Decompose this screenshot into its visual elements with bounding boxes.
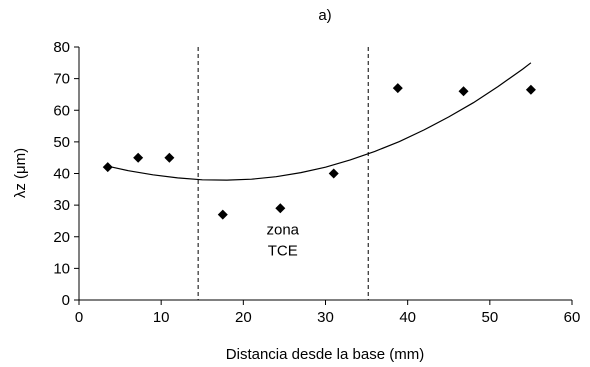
y-tick-label: 50 [53, 134, 70, 151]
zone-boundaries [197, 47, 369, 300]
y-tick-label: 60 [53, 102, 70, 119]
data-point [525, 84, 536, 95]
annotations: zona TCE [267, 222, 300, 260]
chart-title: a) [318, 7, 331, 24]
plot-area: 0 10 20 30 40 50 60 0 10 20 30 40 50 60 70 80 zona TCE [53, 39, 580, 326]
trendline [107, 62, 532, 181]
data-point [392, 83, 403, 94]
x-tick-label: 50 [481, 309, 498, 326]
x-tick-label: 60 [564, 309, 581, 326]
data-point [102, 162, 113, 173]
y-tick-label: 70 [53, 71, 70, 88]
data-point [328, 168, 339, 179]
data-point [458, 86, 469, 97]
x-tick-label: 30 [317, 309, 334, 326]
y-axis-label: λz (μm) [12, 148, 29, 198]
data-point [217, 209, 228, 220]
trendline-path [107, 62, 532, 181]
y-tick-label: 20 [53, 229, 70, 246]
x-tick-label: 40 [399, 309, 416, 326]
x-tick-label: 0 [75, 309, 83, 326]
x-axis: 0 10 20 30 40 50 60 [75, 299, 581, 326]
y-tick-label: 80 [53, 39, 70, 56]
x-axis-label: Distancia desde la base (mm) [226, 346, 424, 363]
data-point [133, 152, 144, 163]
data-points [102, 83, 536, 220]
y-tick-label: 10 [53, 260, 70, 277]
x-tick-label: 20 [235, 309, 252, 326]
y-axis: 0 10 20 30 40 50 60 70 80 [53, 39, 80, 309]
data-point [164, 152, 175, 163]
x-tick-label: 10 [153, 309, 170, 326]
data-point [275, 203, 286, 214]
y-tick-label: 30 [53, 197, 70, 214]
y-tick-label: 40 [53, 166, 70, 183]
annotation-label: TCE [268, 243, 298, 260]
y-tick-label: 0 [62, 292, 70, 309]
annotation-label: zona [267, 222, 300, 239]
